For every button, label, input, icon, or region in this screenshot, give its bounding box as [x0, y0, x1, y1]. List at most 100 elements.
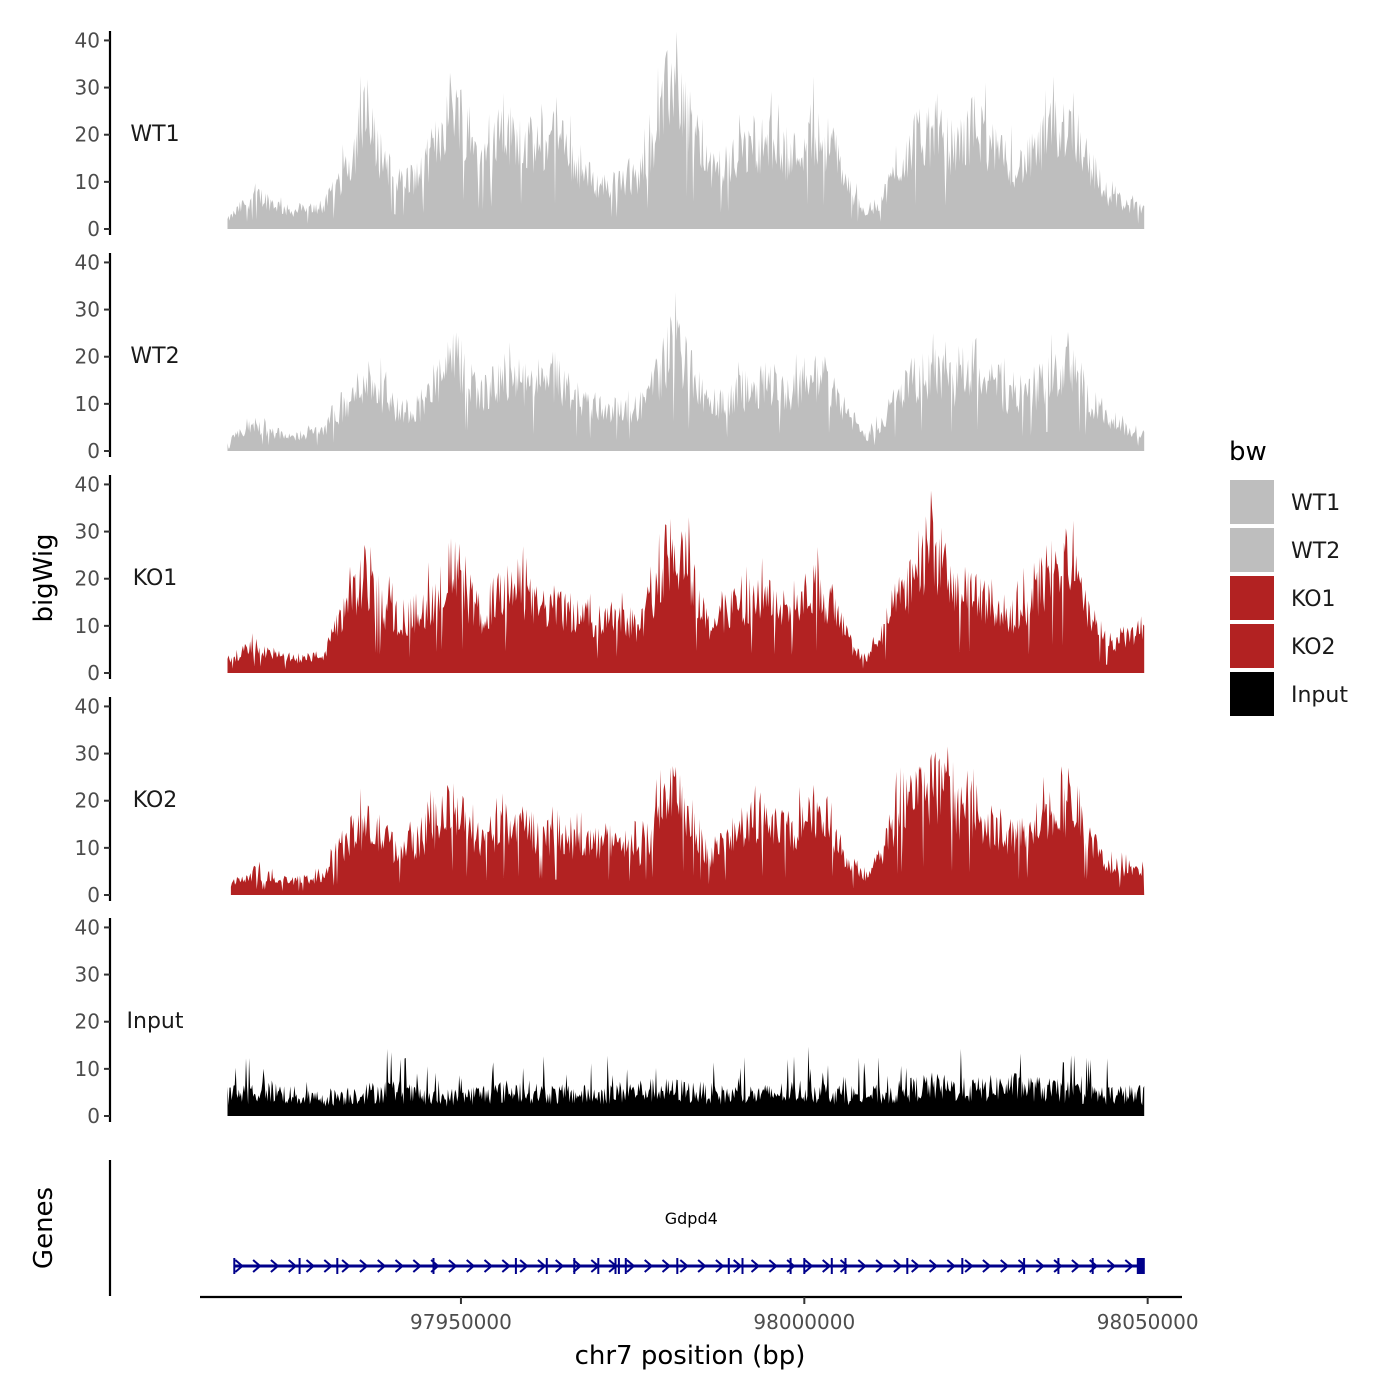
x-axis-title: chr7 position (bp) — [575, 1341, 806, 1371]
gene-strand-arrow — [626, 1259, 636, 1273]
y-tick-label-ko2: 20 — [75, 789, 100, 813]
gene-strand-arrow — [768, 1259, 778, 1273]
gene-exon — [614, 1258, 617, 1274]
gene-strand-arrow — [1053, 1259, 1063, 1273]
gene-strand-arrow — [733, 1259, 743, 1273]
gene-strand-arrow — [323, 1259, 333, 1273]
gene-strand-arrow — [928, 1259, 939, 1273]
y-tick-label-ko1: 40 — [75, 472, 100, 496]
gene-exon — [624, 1258, 627, 1274]
y-tick-label-ko2: 10 — [75, 836, 100, 860]
gene-strand-arrow — [964, 1259, 974, 1273]
gene-strand-arrow — [1000, 1259, 1010, 1273]
gene-exon — [906, 1258, 909, 1274]
y-tick-label-input: 30 — [75, 963, 100, 987]
y-tick-label-wt1: 40 — [75, 28, 100, 52]
y-tick-label-ko1: 10 — [75, 614, 100, 638]
gene-strand-arrow — [644, 1259, 654, 1273]
y-tick-label-wt2: 20 — [75, 345, 100, 369]
gene-strand-arrow — [786, 1259, 796, 1273]
legend-swatch-ko2 — [1230, 624, 1274, 668]
track-label-ko1: KO1 — [133, 566, 178, 591]
gene-strand-arrow — [982, 1259, 992, 1273]
gene-strand-arrow — [466, 1259, 476, 1273]
gene-strand-arrow — [341, 1259, 351, 1273]
gene-strand-arrow — [288, 1259, 298, 1273]
track-label-input: Input — [127, 1009, 184, 1034]
gene-strand-arrow — [359, 1259, 369, 1273]
y-tick-label-input: 0 — [87, 1104, 100, 1128]
gene-strand-arrow — [252, 1259, 262, 1273]
legend-title: bw — [1229, 437, 1267, 467]
gene-exon — [741, 1258, 744, 1274]
gene-strand-arrow — [839, 1259, 850, 1273]
y-tick-label-ko2: 0 — [87, 883, 100, 907]
signal-area-ko1 — [227, 490, 1145, 673]
gene-exon — [1023, 1258, 1026, 1274]
legend-label-wt2: WT2 — [1291, 539, 1340, 564]
gene-exon — [233, 1258, 236, 1274]
gene-exon — [545, 1258, 548, 1274]
y-tick-label-wt2: 10 — [75, 392, 100, 416]
gene-strand-arrow — [394, 1259, 405, 1273]
legend-label-ko2: KO2 — [1291, 635, 1336, 660]
y-tick-label-ko2: 30 — [75, 742, 100, 766]
gene-exon — [1091, 1258, 1094, 1274]
gene-strand-arrow — [1035, 1259, 1045, 1273]
legend-swatch-ko1 — [1230, 576, 1274, 620]
signal-area-input — [227, 1046, 1145, 1116]
gene-strand-arrow — [270, 1259, 280, 1273]
gene-exon — [298, 1258, 301, 1274]
gene-strand-arrow — [412, 1259, 422, 1273]
gene-strand-arrow — [804, 1259, 814, 1273]
gene-exon — [617, 1258, 620, 1274]
track-label-wt1: WT1 — [130, 122, 179, 147]
legend-swatch-wt1 — [1230, 480, 1274, 524]
gene-strand-arrow — [377, 1259, 387, 1273]
legend-swatch-wt2 — [1230, 528, 1274, 572]
y-tick-label-wt1: 30 — [75, 76, 100, 100]
gene-strand-arrow — [1124, 1259, 1134, 1273]
gene-strand-arrow — [1017, 1259, 1028, 1273]
gene-strand-arrow — [305, 1259, 316, 1273]
y-tick-label-wt1: 0 — [87, 217, 100, 241]
y-tick-label-wt1: 20 — [75, 123, 100, 147]
gene-strand-arrow — [661, 1259, 672, 1273]
signal-area-ko2 — [230, 746, 1145, 895]
gene-strand-arrow — [893, 1259, 903, 1273]
gene-strand-arrow — [946, 1259, 956, 1273]
gene-strand-arrow — [1106, 1259, 1117, 1273]
gene-strand-arrow — [875, 1259, 885, 1273]
signal-area-wt1 — [227, 31, 1145, 229]
y-tick-label-wt2: 40 — [75, 250, 100, 274]
y-tick-label-input: 40 — [75, 915, 100, 939]
y-tick-label-ko2: 40 — [75, 694, 100, 718]
gene-strand-arrow — [501, 1259, 511, 1273]
track-label-wt2: WT2 — [130, 344, 179, 369]
y-axis-title: bigWig — [29, 533, 59, 622]
gene-exon — [573, 1258, 576, 1274]
gene-exon — [1136, 1258, 1145, 1274]
gene-exon — [789, 1258, 792, 1274]
gene-strand-arrow — [572, 1259, 583, 1273]
gene-exon — [432, 1258, 435, 1274]
gene-strand-arrow — [679, 1259, 689, 1273]
gene-strand-arrow — [750, 1259, 761, 1273]
gene-strand-arrow — [234, 1259, 244, 1273]
legend-label-ko1: KO1 — [1291, 587, 1336, 612]
legend-swatch-input — [1230, 672, 1274, 716]
gene-exon — [514, 1258, 517, 1274]
gene-exon — [597, 1258, 600, 1274]
x-tick-label: 97950000 — [410, 1310, 512, 1334]
gene-strand-arrow — [857, 1259, 867, 1273]
gene-strand-arrow — [483, 1259, 494, 1273]
y-tick-label-input: 10 — [75, 1057, 100, 1081]
gene-strand-arrow — [1071, 1259, 1081, 1273]
y-tick-label-wt2: 30 — [75, 298, 100, 322]
y-tick-label-ko1: 0 — [87, 661, 100, 685]
gene-exon — [830, 1258, 833, 1274]
y-tick-label-input: 20 — [75, 1010, 100, 1034]
gene-exon — [727, 1258, 730, 1274]
